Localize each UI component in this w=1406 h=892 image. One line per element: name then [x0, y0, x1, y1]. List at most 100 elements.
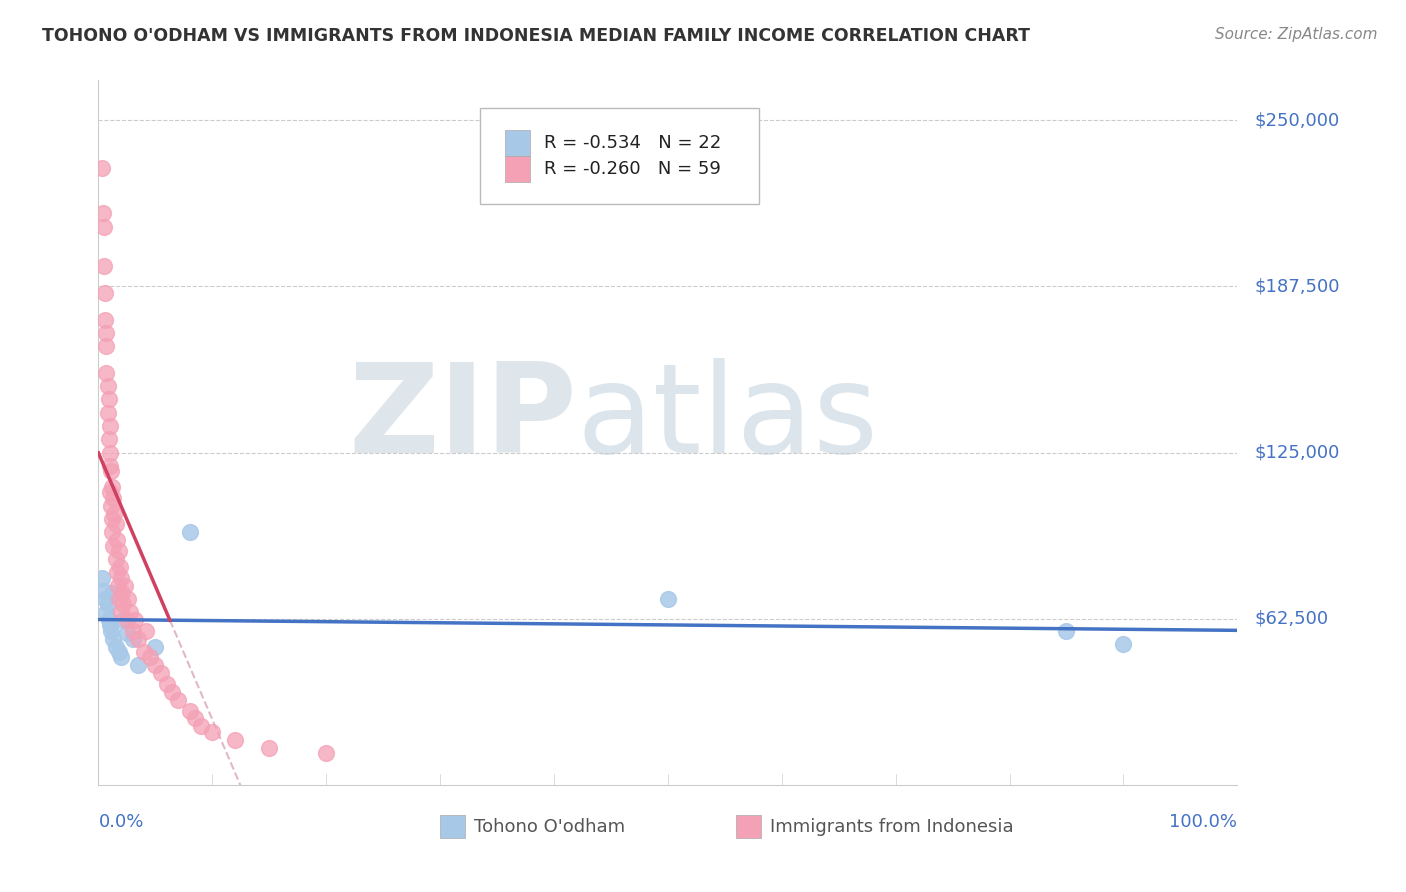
Point	[103, 539, 125, 553]
Point	[91, 206, 114, 220]
Point	[96, 406, 118, 420]
Point	[114, 578, 136, 592]
Point	[156, 677, 179, 691]
Text: $62,500: $62,500	[1254, 610, 1329, 628]
Point	[101, 480, 124, 494]
Text: ZIP: ZIP	[349, 358, 576, 479]
Point	[108, 645, 131, 659]
Point	[124, 613, 146, 627]
Point	[90, 161, 112, 175]
Point	[93, 219, 115, 234]
Point	[110, 605, 132, 619]
Text: TOHONO O'ODHAM VS IMMIGRANTS FROM INDONESIA MEDIAN FAMILY INCOME CORRELATION CHA: TOHONO O'ODHAM VS IMMIGRANTS FROM INDONE…	[42, 27, 1031, 45]
Point	[110, 650, 132, 665]
Point	[96, 339, 118, 353]
Point	[657, 591, 679, 606]
Point	[1054, 624, 1078, 638]
Point	[93, 583, 115, 598]
Point	[97, 392, 120, 407]
Text: Immigrants from Indonesia: Immigrants from Indonesia	[770, 818, 1014, 836]
Text: $250,000: $250,000	[1254, 112, 1340, 129]
Point	[97, 613, 120, 627]
Text: $187,500: $187,500	[1254, 277, 1340, 295]
Text: $125,000: $125,000	[1254, 443, 1340, 461]
Point	[101, 512, 124, 526]
Point	[201, 724, 224, 739]
Point	[315, 746, 337, 760]
Point	[108, 591, 131, 606]
Point	[93, 260, 115, 274]
Point	[184, 711, 207, 725]
Point	[103, 491, 125, 505]
Point	[145, 640, 167, 654]
FancyBboxPatch shape	[737, 815, 761, 838]
Point	[224, 732, 246, 747]
FancyBboxPatch shape	[440, 815, 465, 838]
Point	[98, 445, 121, 459]
Point	[117, 591, 139, 606]
Point	[108, 560, 131, 574]
Point	[179, 525, 201, 540]
Point	[132, 645, 155, 659]
Point	[121, 624, 143, 638]
Point	[94, 312, 117, 326]
Point	[104, 640, 127, 654]
Point	[120, 605, 142, 619]
Point	[98, 485, 121, 500]
Point	[94, 591, 117, 606]
Point	[190, 719, 212, 733]
Text: atlas: atlas	[576, 358, 879, 479]
Point	[115, 613, 138, 627]
Point	[179, 704, 201, 718]
Point	[96, 366, 118, 380]
Text: R = -0.260   N = 59: R = -0.260 N = 59	[544, 160, 721, 178]
Point	[96, 326, 118, 340]
Point	[104, 552, 127, 566]
Point	[100, 624, 122, 638]
FancyBboxPatch shape	[505, 156, 530, 183]
Point	[96, 379, 118, 393]
Point	[150, 666, 173, 681]
Point	[135, 624, 157, 638]
Point	[101, 525, 124, 540]
Point	[100, 464, 122, 478]
Point	[127, 632, 149, 646]
Point	[94, 285, 117, 300]
Point	[111, 586, 134, 600]
Point	[96, 597, 118, 611]
Point	[98, 419, 121, 434]
Point	[162, 685, 184, 699]
Point	[115, 626, 138, 640]
Point	[105, 566, 128, 580]
Text: Source: ZipAtlas.com: Source: ZipAtlas.com	[1215, 27, 1378, 42]
Point	[110, 570, 132, 584]
Point	[100, 499, 122, 513]
Point	[167, 693, 190, 707]
Point	[103, 632, 125, 646]
FancyBboxPatch shape	[479, 109, 759, 203]
Text: 100.0%: 100.0%	[1170, 814, 1237, 831]
Point	[259, 740, 281, 755]
Point	[103, 507, 125, 521]
Text: R = -0.534   N = 22: R = -0.534 N = 22	[544, 134, 721, 152]
Point	[90, 570, 112, 584]
FancyBboxPatch shape	[505, 129, 530, 156]
Point	[107, 578, 129, 592]
Point	[112, 597, 135, 611]
Point	[108, 544, 131, 558]
Point	[121, 632, 143, 646]
Point	[98, 618, 121, 632]
Point	[101, 586, 124, 600]
Point	[97, 432, 120, 446]
Point	[127, 658, 149, 673]
Text: 0.0%: 0.0%	[98, 814, 143, 831]
Point	[1112, 637, 1135, 651]
Point	[98, 458, 121, 473]
Point	[138, 650, 160, 665]
Point	[112, 613, 135, 627]
Point	[104, 517, 127, 532]
Point	[96, 605, 118, 619]
Point	[145, 658, 167, 673]
Text: Tohono O'odham: Tohono O'odham	[474, 818, 626, 836]
Point	[105, 533, 128, 548]
